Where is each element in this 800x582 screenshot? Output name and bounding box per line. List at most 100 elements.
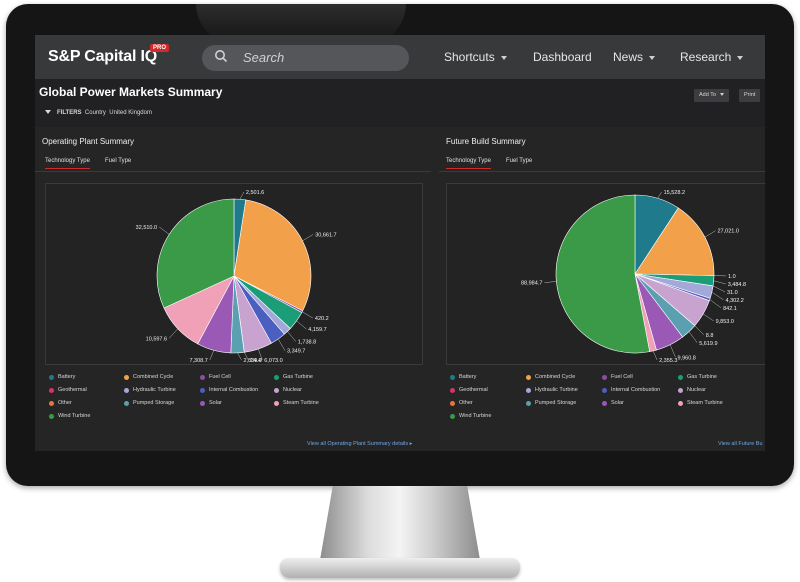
leader-line [239,191,245,200]
chevron-down-icon [720,93,725,97]
legend-label: Hydraulic Turbine [133,387,176,393]
legend-swatch [450,388,455,393]
data-label-wind-turbine: 88,984.7 [521,281,542,287]
search-input[interactable]: Search [243,50,285,65]
print-button[interactable]: Print [739,89,761,102]
filter-value: United Kingdom [109,110,152,116]
legend-swatch [124,388,129,393]
legend-swatch [49,401,54,406]
data-label-internal-combustion: 842.1 [723,306,737,312]
tab-divider [35,171,431,172]
legend-swatch [602,388,607,393]
filters-bar[interactable]: FILTERS Country United Kingdom [45,110,152,116]
pie-slice-combined-cycle[interactable] [634,207,715,276]
leader-line [544,281,557,283]
legend-swatch [678,401,683,406]
nav-research[interactable]: Research [680,50,744,64]
legend-swatch [49,414,54,419]
leader-line [711,291,724,301]
data-label-gas-turbine: 4,159.7 [308,327,326,333]
leader-line [669,344,676,358]
leader-line [244,352,249,361]
data-label-solar: 7,308.7 [189,358,207,364]
add-to-label: Add To [699,92,717,98]
nav-shortcuts[interactable]: Shortcuts [444,50,507,64]
legend-label: Gas Turbine [687,374,717,380]
chevron-down-icon [737,55,744,60]
leader-line [657,191,662,199]
pie-svg: 2,501.6 30,661.7 420.2 4,159.7 1,738.8 3,349.… [136,190,337,364]
legend-label: Geothermal [58,387,87,393]
chevron-down-icon [649,55,656,60]
nav-news-label: News [613,50,644,64]
leader-line [168,328,179,339]
tab-fuel-type[interactable]: Fuel Type [506,158,533,164]
data-label-pumped-storage: 2,839.0 [244,358,262,364]
legend-label: Solar [611,400,624,406]
pie-slice-wind-turbine[interactable] [156,198,235,309]
data-label-nuclear: 9,853.0 [716,319,734,325]
chevron-down-icon[interactable] [45,110,51,114]
legend-swatch [678,388,683,393]
legend-swatch [200,401,205,406]
tab-technology-type[interactable]: Technology Type [446,158,491,169]
legend-swatch [526,401,531,406]
legend-label: Combined Cycle [535,374,576,380]
search-box[interactable]: Search [202,45,409,71]
filter-key: Country [84,110,106,116]
filters-label: FILTERS [57,110,82,116]
monitor-stand-neck [320,486,480,560]
legend-label: Steam Turbine [283,400,319,406]
data-label-hydraulic-turbine: 1,738.8 [298,340,316,346]
legend-label: Other [459,400,473,406]
tab-technology-type[interactable]: Technology Type [45,158,90,169]
legend-swatch [450,375,455,380]
view-all-link-label: View all Operating Plant Summary details [307,441,409,447]
data-label-nuclear: 6,073.0 [264,358,282,364]
app-logo[interactable]: S&P Capital IQ [48,48,157,65]
data-label-other: 8.8 [706,333,714,339]
legend-swatch [200,375,205,380]
data-label-battery: 2,501.6 [246,190,264,196]
nav-news[interactable]: News [613,50,656,64]
data-label-battery: 15,528.2 [664,190,685,196]
data-label-internal-combustion: 3,349.7 [287,349,305,355]
view-all-future-link[interactable]: View all Future Bu [718,441,763,447]
leader-line [688,331,698,343]
leader-line [302,234,314,242]
legend-label: Fuel Cell [209,374,231,380]
legend-label: Nuclear [283,387,302,393]
data-label-combined-cycle: 30,661.7 [315,232,336,238]
add-to-button[interactable]: Add To [694,89,730,102]
leader-line [287,331,296,342]
page-header: Global Power Markets Summary FILTERS Cou… [35,79,765,127]
data-label-pumped-storage: 5,619.9 [699,341,717,347]
leader-line [209,350,215,361]
panel-title: Future Build Summary [446,137,526,146]
leader-line [704,230,716,238]
legend-swatch [124,375,129,380]
data-label-geothermal: 31.0 [727,290,738,296]
tab-fuel-type[interactable]: Fuel Type [105,158,132,164]
leader-line [712,285,726,293]
legend-swatch [274,388,279,393]
future-build-panel: Future Build Summary Technology Type Fue… [439,131,765,451]
data-label-solar: 9,960.8 [678,355,696,361]
data-label-fuel-cell: 420.2 [315,316,329,322]
pie-svg: 15,528.2 27,021.0 1.0 3,484.8 31.0 4,302.2 842… [521,190,746,364]
leader-line [652,350,658,361]
legend-label: Hydraulic Turbine [535,387,578,393]
pie-slice-wind-turbine[interactable] [555,194,651,354]
view-all-operating-link[interactable]: View all Operating Plant Summary details… [307,441,413,447]
legend-label: Internal Combustion [209,387,259,393]
legend-label: Solar [209,400,222,406]
nav-dashboard[interactable]: Dashboard [533,50,592,64]
legend-label: Pumped Storage [535,400,577,406]
data-label-hydraulic-turbine: 4,302.2 [726,298,744,304]
pie-slice-combined-cycle[interactable] [233,199,312,312]
leader-line [703,313,714,322]
legend-swatch [274,401,279,406]
legend-swatch [450,414,455,419]
legend-label: Wind Turbine [58,413,91,419]
legend-swatch [602,401,607,406]
